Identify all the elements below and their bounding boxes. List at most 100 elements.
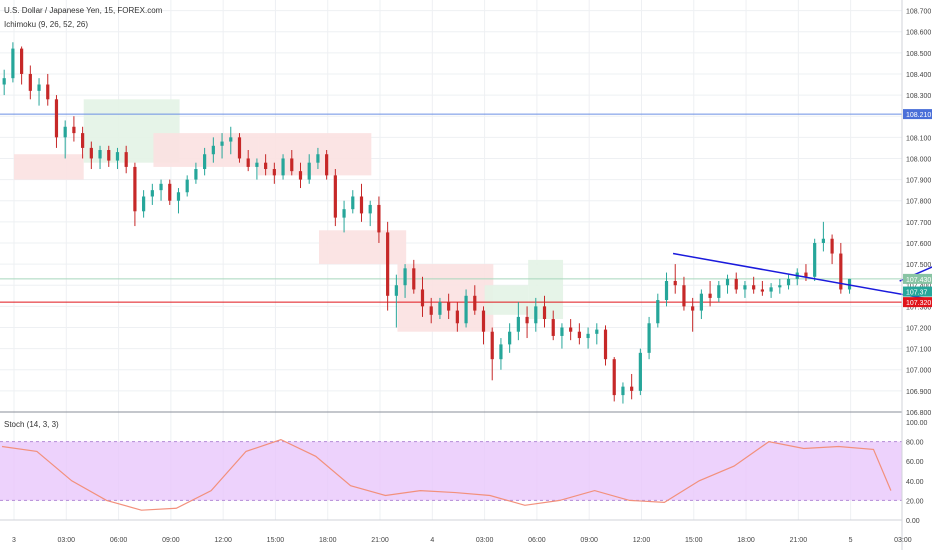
price-tick-label: 107.300 [906, 304, 931, 311]
time-tick-label: 03:00 [476, 537, 494, 544]
ichimoku-cloud [14, 99, 564, 332]
price-tick-label: 108.300 [906, 93, 931, 100]
price-tick-label: 106.800 [906, 410, 931, 417]
candle-body [220, 141, 224, 146]
price-label-box [903, 109, 932, 120]
candle-body [351, 196, 355, 210]
price-label-box [903, 297, 932, 308]
candle-body [542, 306, 547, 320]
time-tick-label: 21:00 [371, 537, 389, 544]
candle-body [638, 352, 642, 391]
candle-body [438, 302, 442, 315]
candle-body [516, 316, 520, 332]
candle-body [412, 268, 416, 290]
price-tick-label: 108.000 [906, 156, 931, 163]
horizontal-lines [0, 113, 902, 303]
candle-body [630, 386, 634, 391]
candle-body [159, 183, 163, 191]
time-tick-label: 4 [430, 537, 434, 544]
candle-body [481, 310, 486, 332]
time-tick-label: 15:00 [267, 537, 285, 544]
time-tick-label: 21:00 [790, 537, 808, 544]
candle-body [534, 306, 538, 324]
candle-body [403, 268, 407, 286]
price-tick-label: 108.500 [906, 51, 931, 58]
time-tick-label: 06:00 [110, 537, 128, 544]
cloud-segment [484, 285, 529, 315]
candle-body [333, 175, 337, 218]
candle-body [612, 359, 616, 396]
candle-body [194, 169, 198, 180]
candle-body [211, 145, 215, 155]
candle-body [821, 238, 825, 243]
candle-body [847, 278, 852, 290]
candle-body [455, 310, 459, 324]
price-label-text: 107.430 [906, 277, 931, 284]
time-tick-label: 06:00 [528, 537, 546, 544]
stoch-tick-label: 100.00 [906, 420, 928, 427]
candle-body [98, 150, 102, 159]
price-label-text: 107.37 [906, 290, 928, 297]
time-tick-label: 5 [849, 537, 853, 544]
price-tick-label: 107.900 [906, 178, 931, 185]
price-label-box [903, 286, 932, 297]
candle-body [359, 196, 364, 214]
price-tick-label: 107.700 [906, 220, 931, 227]
time-tick-label: 09:00 [580, 537, 598, 544]
candle-body [20, 48, 24, 74]
trendlines[interactable] [672, 112, 932, 306]
candle-body [603, 329, 608, 360]
candle-body [377, 204, 381, 233]
cloud-segment [397, 264, 494, 332]
candle-body [682, 285, 686, 307]
price-tick-label: 107.800 [906, 199, 931, 206]
candle-body [290, 158, 294, 172]
candle-body [89, 147, 93, 159]
candle-body [752, 285, 756, 290]
candle-body [142, 196, 146, 212]
candle-body [647, 323, 651, 353]
candle-body [203, 154, 207, 170]
candle-body [734, 278, 738, 290]
candle-body [281, 158, 285, 176]
candle-body [464, 295, 468, 324]
candle-body [804, 272, 808, 277]
candle-body [168, 183, 172, 201]
candle-body [72, 126, 76, 134]
candle-body [2, 78, 6, 85]
candle-body [133, 166, 137, 212]
candle-body [229, 137, 233, 142]
candle-body [316, 154, 320, 163]
candle-body [830, 238, 834, 254]
price-tick-label: 107.200 [906, 325, 931, 332]
candle-body [786, 278, 791, 286]
candle-body [63, 126, 67, 138]
candle-body [569, 327, 573, 332]
candle-body [743, 285, 747, 290]
time-tick-label: 18:00 [319, 537, 337, 544]
candle-body [246, 158, 250, 167]
candle-body [673, 281, 677, 286]
candle-body [115, 152, 120, 161]
candle-body [368, 204, 372, 214]
candle-body [298, 171, 303, 180]
price-tick-label: 108.400 [906, 72, 931, 79]
price-tick-label: 107.000 [906, 368, 931, 375]
stochastic-oscillator [0, 438, 902, 511]
candle-body [760, 289, 764, 292]
time-tick-label: 12:00 [214, 537, 232, 544]
price-tick-label: 108.600 [906, 30, 931, 37]
candle-body [11, 48, 15, 79]
time-tick-label: 15:00 [685, 537, 703, 544]
candle-body [621, 386, 625, 396]
stoch-band [0, 441, 902, 501]
candle-body [691, 306, 695, 311]
price-tick-label: 108.100 [906, 135, 931, 142]
price-tick-label: 107.500 [906, 262, 931, 269]
candle-body [664, 281, 669, 301]
candle-body [37, 84, 41, 91]
candle-body [813, 242, 817, 277]
